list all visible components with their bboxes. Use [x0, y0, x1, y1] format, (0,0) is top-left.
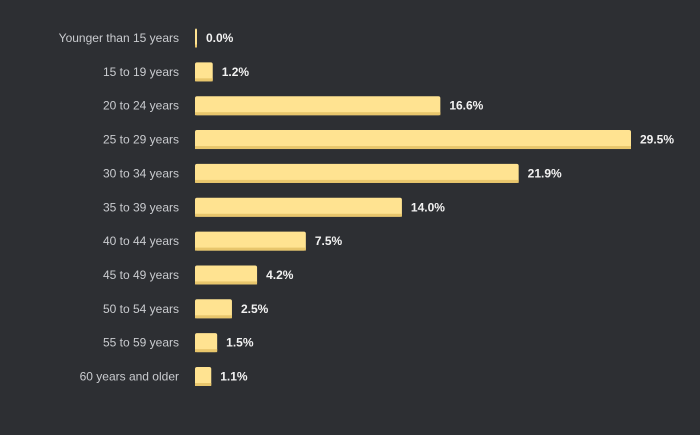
bar-shadow — [195, 78, 213, 82]
bar — [195, 163, 519, 183]
bars-group: Younger than 15 years 0.0% 15 to 19 years 1… — [59, 28, 674, 386]
value-label: 1.5% — [226, 336, 254, 350]
bar-shadow — [195, 112, 441, 116]
bar — [195, 265, 258, 285]
bar-shadow — [195, 315, 232, 319]
bar-shadow — [195, 179, 519, 183]
category-label: 35 to 39 years — [103, 200, 179, 214]
value-label: 1.2% — [222, 65, 250, 79]
category-label: 55 to 59 years — [103, 336, 179, 350]
value-label: 14.0% — [411, 200, 445, 214]
bar-shadow — [195, 247, 306, 251]
value-label: 2.5% — [241, 302, 269, 316]
bar — [195, 333, 218, 353]
category-label: Younger than 15 years — [59, 31, 179, 45]
bar — [195, 197, 402, 217]
category-label: 45 to 49 years — [103, 268, 179, 282]
category-label: 20 to 24 years — [103, 99, 179, 113]
bar-shadow — [195, 383, 212, 386]
value-label: 1.1% — [220, 370, 248, 384]
bar-shadow — [195, 146, 631, 150]
bar — [195, 96, 441, 116]
value-label: 29.5% — [640, 133, 674, 147]
value-label: 4.2% — [266, 268, 294, 282]
value-label: 21.9% — [528, 166, 562, 180]
category-label: 30 to 34 years — [103, 166, 179, 180]
category-label: 50 to 54 years — [103, 302, 179, 316]
bar — [195, 62, 213, 82]
bar — [195, 130, 631, 150]
category-label: 60 years and older — [80, 370, 179, 384]
bar-shadow — [195, 213, 402, 217]
bar — [195, 231, 306, 251]
bar — [195, 299, 232, 319]
bar — [195, 28, 197, 48]
value-label: 7.5% — [315, 234, 343, 248]
value-label: 16.6% — [449, 99, 483, 113]
category-label: 15 to 19 years — [103, 65, 179, 79]
bar-shadow — [195, 44, 197, 48]
category-label: 25 to 29 years — [103, 133, 179, 147]
bar-shadow — [195, 281, 258, 285]
value-label: 0.0% — [206, 31, 234, 45]
bar — [195, 367, 212, 386]
bar-shadow — [195, 349, 218, 353]
category-label: 40 to 44 years — [103, 234, 179, 248]
